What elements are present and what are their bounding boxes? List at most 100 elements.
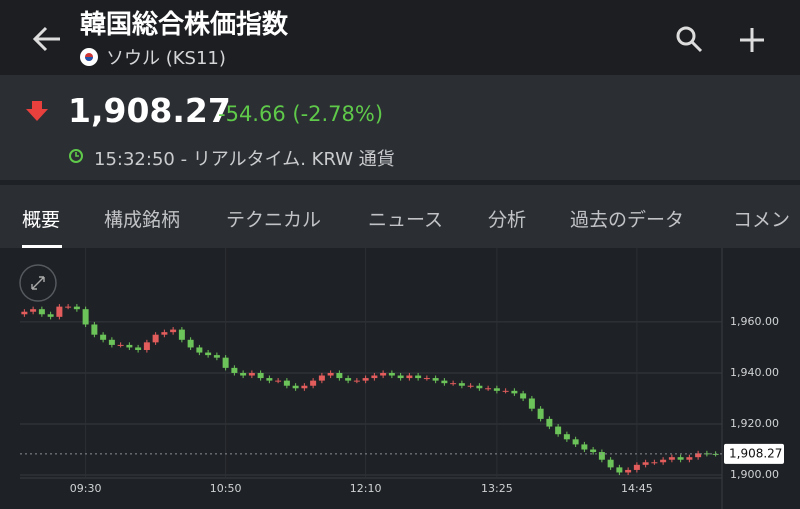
candle-body <box>222 357 229 368</box>
candle-body <box>178 329 185 340</box>
candle-body <box>353 380 360 382</box>
candle-body <box>625 469 632 473</box>
quote-status: 15:32:50 - リアルタイム. KRW 通貨 <box>94 149 395 170</box>
add-button[interactable] <box>738 26 766 54</box>
candle-body <box>161 332 168 335</box>
candle-body <box>318 375 325 381</box>
y-tick-label: 1,940.00 <box>730 366 779 379</box>
candle-body <box>205 352 212 356</box>
instrument-title: 韓国総合株価指数 <box>80 10 289 40</box>
candle-body <box>677 457 684 460</box>
down-arrow-icon <box>26 101 48 121</box>
candle-body <box>633 464 640 470</box>
candle-body <box>511 390 518 394</box>
candle-body <box>266 378 273 381</box>
tab[interactable]: 過去のデータ <box>570 209 685 231</box>
search-button[interactable] <box>674 24 706 56</box>
candle-body <box>30 309 37 312</box>
flag-icon <box>80 48 98 66</box>
x-tick-label: 14:45 <box>621 482 653 495</box>
candle-body <box>108 339 115 345</box>
x-tick-label: 09:30 <box>70 482 102 495</box>
candle-body <box>458 383 465 386</box>
candle-body <box>695 453 702 458</box>
candle-body <box>563 434 570 440</box>
candle-body <box>555 426 562 435</box>
candle-body <box>616 467 623 473</box>
clock-icon <box>69 149 83 163</box>
candle-body <box>336 372 343 379</box>
back-button[interactable] <box>30 24 64 54</box>
candle-body <box>467 385 474 387</box>
app-bar: 韓国総合株価指数 ソウル (KS11) <box>0 0 800 75</box>
candle-body <box>450 383 457 385</box>
candle-body <box>117 344 124 346</box>
price-change: -54.66 (-2.78%) <box>218 102 384 126</box>
y-tick-label: 1,920.00 <box>730 417 779 430</box>
candle-body <box>371 375 378 379</box>
tab[interactable]: 概要 <box>22 209 61 231</box>
candle-body <box>240 372 247 376</box>
candle-body <box>528 398 535 409</box>
candle-body <box>397 375 404 379</box>
candle-body <box>213 355 220 358</box>
tab[interactable]: ニュース <box>368 209 444 231</box>
candle-body <box>310 380 317 386</box>
expand-button[interactable] <box>19 264 57 302</box>
candle-body <box>301 385 308 389</box>
candle-body <box>143 342 150 351</box>
candle-body <box>686 457 693 460</box>
candle-body <box>476 385 483 389</box>
candle-body <box>283 380 290 386</box>
candle-body <box>170 329 177 333</box>
candle-body <box>388 372 395 376</box>
candle-body <box>441 380 448 384</box>
tab[interactable]: コメン <box>733 209 791 231</box>
candle-body <box>607 459 614 468</box>
tab[interactable]: 分析 <box>488 209 527 231</box>
candle-body <box>660 459 667 463</box>
last-price-label: 1,908.27 <box>729 446 782 460</box>
candle-body <box>257 372 264 379</box>
candle-body <box>196 347 203 353</box>
candle-body <box>292 385 299 389</box>
candle-body <box>668 457 675 460</box>
candle-body <box>327 372 334 376</box>
candle-body <box>100 334 107 340</box>
tab[interactable]: 構成銘柄 <box>104 209 181 231</box>
candle-body <box>651 462 658 464</box>
x-tick-label: 10:50 <box>210 482 242 495</box>
candle-body <box>345 378 352 381</box>
candle-body <box>590 449 597 453</box>
candle-body <box>275 380 282 382</box>
x-tick-label: 13:25 <box>481 482 513 495</box>
chart: 1,900.00 1,920.00 1,940.00 1,960.00 09:30 10:… <box>19 248 784 509</box>
tab-indicator <box>22 245 62 248</box>
candle-body <box>91 324 98 335</box>
candle-body <box>432 378 439 381</box>
candle-body <box>493 388 500 391</box>
x-tick-label: 12:10 <box>350 482 382 495</box>
candle-body <box>572 439 579 445</box>
candle-body <box>135 347 142 351</box>
candle-body <box>502 390 509 392</box>
last-price: 1,908.27 <box>68 91 231 130</box>
candle-body <box>126 344 133 348</box>
candle-body <box>47 314 54 317</box>
candle-body <box>65 306 72 308</box>
tab-bar: 概要 構成銘柄 テクニカル ニュース 分析 過去のデータ コメン <box>0 185 800 248</box>
candle-body <box>546 418 553 427</box>
quote-panel: 1,908.27 -54.66 (-2.78%) 15:32:50 - リアルタ… <box>0 75 800 180</box>
candle-body <box>21 311 28 315</box>
tab[interactable]: テクニカル <box>226 209 322 231</box>
candle-body <box>423 378 430 380</box>
candle-body <box>38 309 45 315</box>
candle-body <box>73 306 80 310</box>
candle-body <box>152 334 159 343</box>
candle-body <box>362 378 369 381</box>
last-price-box <box>724 443 784 464</box>
candle-body <box>380 372 387 376</box>
candle-body <box>248 372 255 376</box>
y-tick-label: 1,900.00 <box>730 468 779 481</box>
candle-body <box>82 309 89 325</box>
